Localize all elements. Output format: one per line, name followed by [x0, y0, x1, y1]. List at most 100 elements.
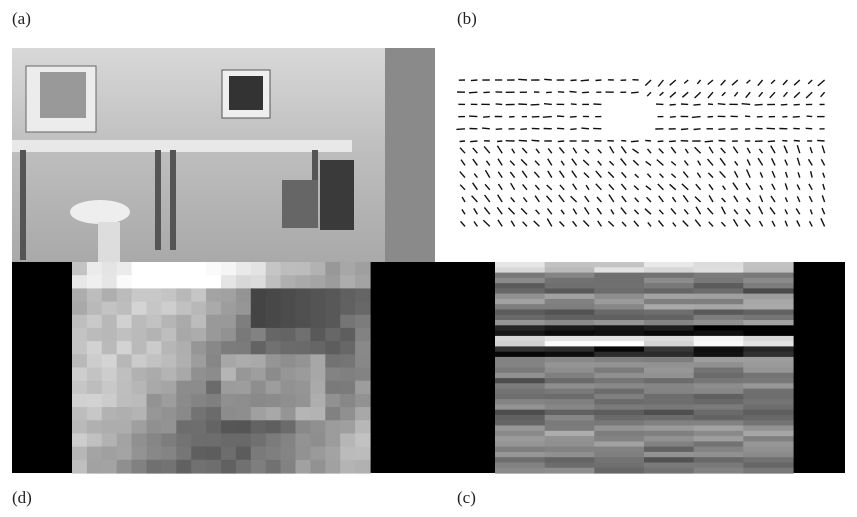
depth-cell [191, 447, 207, 461]
stripe-cell [694, 441, 744, 447]
depth-cell [117, 460, 133, 474]
depth-cell [206, 407, 222, 421]
flow-arrow [557, 116, 564, 117]
stripe-cell [545, 441, 595, 447]
flow-arrow [571, 196, 577, 202]
depth-cell [161, 407, 177, 421]
depth-cell [221, 275, 237, 289]
flow-arrow [609, 195, 614, 203]
flow-arrow [518, 79, 527, 80]
flow-arrow [719, 141, 726, 142]
stripe-cell [644, 362, 694, 368]
stripe-cell [594, 288, 644, 294]
stripe-cell [743, 410, 793, 416]
stripe-cell [594, 436, 644, 442]
flow-arrow [658, 141, 664, 142]
depth-cell [251, 315, 266, 329]
flow-arrow [573, 148, 577, 153]
depth-cell [176, 368, 192, 382]
flow-arrow [770, 207, 775, 214]
depth-cell [176, 275, 192, 289]
stripe-cell [743, 352, 793, 358]
depth-cell [355, 447, 371, 461]
flow-arrow [534, 172, 539, 178]
depth-cell [340, 460, 356, 474]
depth-cell [72, 275, 88, 289]
stripe-cell [743, 404, 793, 410]
depth-cell [251, 354, 266, 368]
stripe-cell [545, 383, 595, 389]
depth-cell [325, 275, 341, 289]
flow-arrow [559, 148, 564, 154]
stripe-cell [495, 299, 545, 305]
depth-cell [147, 460, 163, 474]
flow-arrow [671, 162, 676, 166]
depth-cell [161, 262, 177, 276]
stripe-cell [644, 468, 694, 474]
flow-arrow [570, 129, 576, 130]
stripe-cell [495, 463, 545, 469]
flow-arrow [474, 208, 478, 214]
depth-cell [355, 275, 371, 289]
flow-arrow [521, 208, 527, 214]
depth-cell [191, 275, 207, 289]
stripe-cell [743, 463, 793, 469]
flow-arrow [571, 104, 577, 105]
depth-cell [72, 394, 88, 408]
depth-cell [206, 420, 222, 434]
stripe-cell [743, 383, 793, 389]
flow-arrow [733, 183, 738, 190]
stripe-cell [495, 468, 545, 474]
stripe-cell [694, 262, 744, 268]
stripe-cell [545, 415, 595, 421]
flow-arrow [770, 92, 775, 98]
depth-cell [147, 275, 163, 289]
depth-cell [191, 381, 207, 395]
flow-arrow [758, 80, 763, 86]
depth-cell [325, 447, 341, 461]
depth-cell [266, 460, 282, 474]
flow-arrow [483, 117, 490, 118]
flow-arrow [648, 149, 652, 153]
stripe-cell [545, 304, 595, 310]
stripe-cell [545, 378, 595, 384]
stripe-cell [743, 346, 793, 352]
depth-cell [206, 433, 222, 447]
flow-arrow [785, 197, 787, 202]
depth-cell [325, 368, 341, 382]
flow-arrow [548, 148, 552, 153]
stripe-cell [594, 362, 644, 368]
flow-arrow [543, 117, 552, 118]
stripe-cell [545, 278, 595, 284]
stripe-cell [594, 431, 644, 437]
stripe-cell [495, 373, 545, 379]
depth-cell [251, 420, 266, 434]
depth-cell [87, 420, 103, 434]
flow-arrow [498, 159, 502, 166]
stripe-cell [694, 452, 744, 458]
flow-arrow [621, 159, 627, 166]
depth-cell [176, 354, 192, 368]
flow-arrow [722, 207, 726, 215]
flow-arrow [634, 210, 638, 214]
stripe-cell [694, 436, 744, 442]
flow-arrow [460, 141, 465, 142]
depth-cell [266, 341, 282, 355]
depth-cell [87, 315, 103, 329]
flow-arrow [683, 172, 688, 178]
depth-cell [310, 262, 326, 276]
flow-arrow [797, 221, 800, 227]
flow-arrow [809, 196, 812, 202]
stripe-cell [495, 420, 545, 426]
depth-cell [340, 368, 356, 382]
stripe-cell [594, 389, 644, 395]
stripe-cell [594, 294, 644, 300]
flow-arrow [646, 161, 651, 165]
stripe-cell [644, 410, 694, 416]
depth-cell [355, 288, 371, 302]
depth-cell [340, 262, 356, 276]
depth-cell [117, 420, 133, 434]
depth-cell [310, 407, 326, 421]
flow-arrow [647, 92, 651, 96]
photo-leg [20, 150, 26, 260]
